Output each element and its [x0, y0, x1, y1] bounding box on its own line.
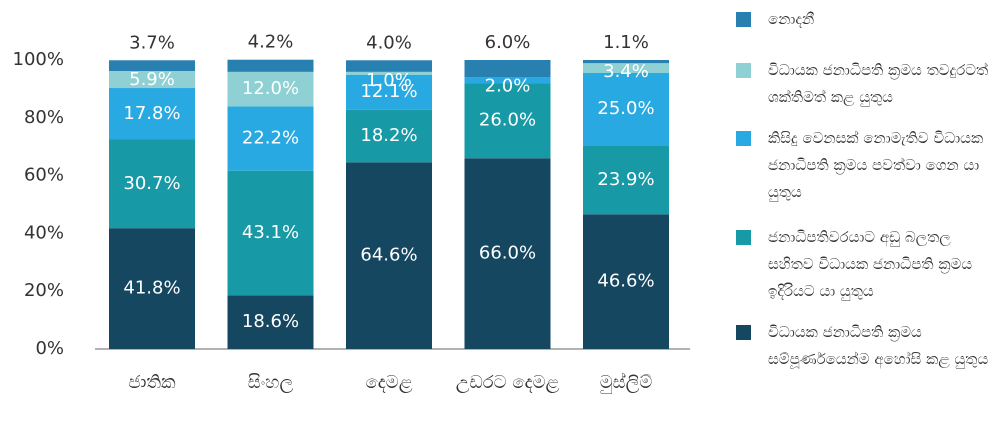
value-label: 3.7% — [129, 32, 175, 53]
value-label: 26.0% — [479, 110, 536, 131]
bar-segment — [109, 70, 195, 89]
x-tick-label: දෙමළ — [366, 372, 413, 393]
legend-swatch — [736, 131, 751, 146]
value-label: 3.4% — [603, 61, 649, 82]
legend-item: නොදනී — [736, 6, 998, 33]
bar-segment — [346, 109, 432, 163]
y-tick-label: 80% — [24, 107, 64, 128]
value-label: 6.0% — [485, 32, 531, 53]
legend-item: කිසිදු වෙනසක් නොමැතිව විධායක ජනාධිපති ක්… — [736, 125, 998, 206]
bar-segment — [227, 59, 314, 72]
bar-segment — [464, 158, 551, 349]
bar-segment — [583, 73, 669, 146]
value-label: 41.8% — [123, 278, 180, 299]
y-tick-label: 100% — [13, 49, 64, 70]
legend-label: විධායක ජනාධිපති ක්‍රමය සම්පූර්ණයෙන්ම අහෝ… — [768, 323, 989, 368]
bar-segment — [464, 83, 551, 159]
y-tick-label: 60% — [24, 165, 64, 186]
bar-segment — [227, 170, 314, 296]
bar-segment — [583, 63, 669, 74]
chart: 0% 20% 40% 60% 80% 100% ජාතික 41.8% 30.7% 17.8% 5.… — [13, 32, 690, 393]
legend-swatch — [736, 12, 751, 27]
y-tick-label: 20% — [24, 280, 64, 301]
bar-segment — [227, 295, 314, 349]
bar-segment — [109, 88, 195, 140]
legend-swatch — [736, 230, 751, 245]
legend-label: ජනාධිපතිවරයාට අඩු බලතල සහිතව විධායක ජනාධ… — [768, 228, 973, 300]
value-label: 30.7% — [123, 173, 180, 194]
value-label: 46.6% — [597, 271, 654, 292]
value-label: 1.0% — [366, 70, 412, 91]
value-label: 12.1% — [360, 81, 417, 102]
bar-segment — [109, 139, 195, 229]
bar-segment — [464, 60, 551, 78]
value-label: 25.0% — [597, 98, 654, 119]
value-label: 5.9% — [129, 69, 175, 90]
value-label: 1.1% — [603, 32, 649, 53]
x-tick-label: මුස්ලිම් — [600, 372, 653, 393]
legend-label: විධායක ජනාධිපති ක්‍රමය තවදුරටත් ශක්තිමත්… — [768, 61, 989, 106]
legend-swatch — [736, 325, 751, 340]
x-tick-label: ජාතික — [128, 372, 176, 393]
bar-segment — [346, 60, 432, 72]
legend: නොදනී විධායක ජනාධිපති ක්‍රමය තවදුරටත් ශක්… — [736, 6, 998, 373]
value-label: 64.6% — [360, 245, 417, 266]
x-tick-label: සිංහල — [248, 372, 294, 393]
legend-label: කිසිදු වෙනසක් නොමැතිව විධායක ජනාධිපති ක්… — [768, 129, 984, 201]
y-tick-label: 40% — [24, 222, 64, 243]
value-label: 66.0% — [479, 243, 536, 264]
value-label: 18.2% — [360, 125, 417, 146]
bar-segment — [109, 60, 195, 71]
bar-segment — [227, 106, 314, 171]
value-label: 17.8% — [123, 103, 180, 124]
value-label: 12.0% — [242, 78, 299, 99]
bar-segment — [583, 214, 669, 349]
legend-item: විධායක ජනාධිපති ක්‍රමය තවදුරටත් ශක්තිමත්… — [736, 57, 998, 111]
value-label: 43.1% — [242, 222, 299, 243]
bar-segment — [464, 77, 551, 84]
value-label: 18.6% — [242, 311, 299, 332]
x-tick-label: උඩරට දෙමළ — [456, 372, 560, 393]
value-label: 4.0% — [366, 32, 412, 53]
value-label: 23.9% — [597, 169, 654, 190]
legend-item: විධායක ජනාධිපති ක්‍රමය සම්පූර්ණයෙන්ම අහෝ… — [736, 319, 998, 373]
bar-segment — [346, 162, 432, 349]
legend-swatch — [736, 63, 751, 78]
value-label: 4.2% — [248, 32, 294, 53]
bar-segment — [346, 74, 432, 110]
bar-segment — [109, 228, 195, 349]
value-label: 2.0% — [485, 75, 531, 96]
bar-segment — [583, 60, 669, 64]
bar-segment — [583, 145, 669, 215]
legend-label: නොදනී — [768, 10, 815, 28]
bar-segment — [346, 71, 432, 75]
bar-segment — [227, 71, 314, 107]
legend-item: ජනාධිපතිවරයාට අඩු බලතල සහිතව විධායක ජනාධ… — [736, 224, 998, 305]
value-label: 22.2% — [242, 128, 299, 149]
y-tick-label: 0% — [35, 338, 64, 359]
